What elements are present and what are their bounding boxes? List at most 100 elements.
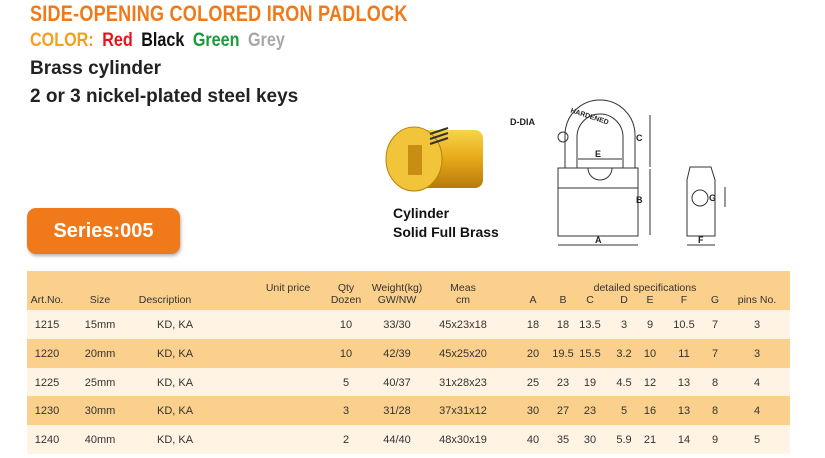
cell-d: 3.2	[616, 347, 632, 360]
dim-a-label: A	[595, 235, 602, 245]
cell-pins: 3	[753, 347, 761, 360]
header-size: Size	[89, 294, 111, 306]
cell-description: KD, KA	[157, 376, 194, 389]
cell-a: 20	[526, 347, 540, 360]
d-dia-label: D-DIA	[510, 117, 535, 127]
cell-b: 23	[556, 376, 570, 389]
cell-b: 18	[556, 319, 570, 331]
header-dozen: Dozen	[330, 294, 362, 306]
header-description: Description	[138, 294, 192, 306]
header-c: C	[586, 294, 594, 306]
color-black: Black	[141, 30, 185, 51]
cell-c: 23	[583, 405, 597, 418]
cell-f: 14	[677, 434, 691, 447]
cell-a: 18	[526, 319, 540, 331]
color-grey: Grey	[247, 30, 285, 51]
header-gwnw: GW/NW	[377, 294, 417, 306]
cell-description: KD, KA	[157, 319, 194, 331]
cell-c: 30	[583, 434, 597, 447]
cell-weight: 44/40	[383, 434, 411, 447]
cell-size: 20mm	[84, 347, 116, 360]
color-label: COLOR:	[30, 30, 94, 51]
cell-g: 9	[711, 434, 719, 447]
cell-pins: 5	[753, 434, 761, 447]
cell-c: 15.5	[579, 347, 601, 360]
dim-f-label: F	[698, 235, 704, 245]
cell-description: KD, KA	[157, 347, 194, 360]
header-g: G	[710, 294, 720, 306]
cell-e: 12	[643, 376, 657, 389]
cell-qty: 10	[339, 319, 353, 331]
cell-e: 10	[643, 347, 657, 360]
cell-size: 15mm	[84, 319, 116, 331]
cell-pins: 3	[753, 319, 761, 331]
dim-b-label: B	[636, 195, 643, 205]
cell-meas: 48x30x19	[439, 434, 487, 447]
cell-size: 40mm	[84, 434, 116, 447]
cell-qty: 5	[342, 376, 350, 389]
cell-pins: 4	[753, 376, 761, 389]
series-badge: Series:005	[27, 208, 180, 254]
hardened-label: HARDENED	[569, 108, 609, 127]
header-detailed-specs: detailed specifications	[593, 282, 697, 294]
cylinder-caption: Cylinder	[393, 205, 450, 221]
cell-f: 13	[677, 376, 691, 389]
header-unit-price: Unit price	[265, 282, 311, 294]
header-e: E	[646, 294, 654, 306]
cell-qty: 10	[339, 347, 353, 360]
cell-d: 5.9	[616, 434, 632, 447]
cell-meas: 37x31x12	[439, 405, 487, 418]
color-options: COLOR: Red Black Green Grey	[30, 30, 302, 52]
cell-qty: 3	[342, 405, 350, 418]
cell-description: KD, KA	[157, 434, 194, 447]
cell-g: 8	[711, 376, 719, 389]
feature-keys: 2 or 3 nickel-plated steel keys	[30, 86, 299, 107]
cell-art-no: 1230	[34, 405, 60, 418]
cell-e: 16	[643, 405, 657, 418]
header-pins: pins No.	[737, 294, 777, 306]
header-meas: Meas	[450, 282, 476, 294]
cell-pins: 4	[753, 405, 761, 418]
cell-size: 30mm	[84, 405, 116, 418]
header-b: B	[559, 294, 567, 306]
table-row: 1225 25mm KD, KA 5 40/37 31x28x23 25 23 19 4.5 12 1…	[27, 367, 790, 397]
cell-weight: 40/37	[383, 376, 411, 389]
cell-f: 13	[677, 405, 691, 418]
cell-size: 25mm	[84, 376, 116, 389]
table-row: 1230 30mm KD, KA 3 31/28 37x31x12 30 27 23 5 16 13 8…	[27, 396, 790, 426]
cell-a: 25	[526, 376, 540, 389]
cell-qty: 2	[342, 434, 350, 447]
table-header: detailed specifications Art.No. Size Des…	[27, 271, 790, 310]
cell-f: 10.5	[673, 319, 695, 331]
cell-art-no: 1225	[34, 376, 60, 389]
header-qty: Qty	[337, 282, 355, 294]
cell-c: 13.5	[579, 319, 601, 331]
cell-art-no: 1220	[34, 347, 60, 360]
dim-g-label: G	[709, 193, 716, 203]
feature-cylinder: Brass cylinder	[30, 58, 161, 79]
cell-f: 11	[678, 347, 690, 360]
cell-weight: 31/28	[383, 405, 411, 418]
dim-c-label: C	[636, 133, 643, 143]
brass-cylinder-image	[385, 126, 483, 192]
spec-table: detailed specifications Art.No. Size Des…	[27, 271, 790, 455]
cell-d: 5	[620, 405, 628, 418]
cell-d: 3	[620, 319, 628, 331]
page-title: SIDE-OPENING COLORED IRON PADLOCK	[30, 1, 408, 26]
cell-e: 21	[643, 434, 657, 447]
cell-d: 4.5	[616, 376, 632, 389]
table-row: 1240 40mm KD, KA 2 44/40 48x30x19 40 35 30 5.9 21 1…	[27, 425, 790, 455]
header-d: D	[620, 294, 628, 306]
cylinder-material: Solid Full Brass	[393, 224, 499, 240]
color-red: Red	[102, 30, 133, 51]
padlock-dimension-diagram: HARDENED D-DIA E A B C F G	[510, 99, 726, 246]
dim-e-label: E	[595, 149, 601, 159]
cell-art-no: 1240	[34, 434, 60, 447]
header-art-no: Art.No.	[30, 294, 64, 306]
cell-e: 9	[646, 319, 654, 331]
cell-g: 8	[711, 405, 719, 418]
cell-b: 19.5	[552, 347, 574, 360]
cell-b: 27	[556, 405, 570, 418]
table-row: 1215 15mm KD, KA 10 33/30 45x23x18 18 18 13.5 3 9 1…	[27, 310, 790, 339]
cell-a: 30	[526, 405, 540, 418]
